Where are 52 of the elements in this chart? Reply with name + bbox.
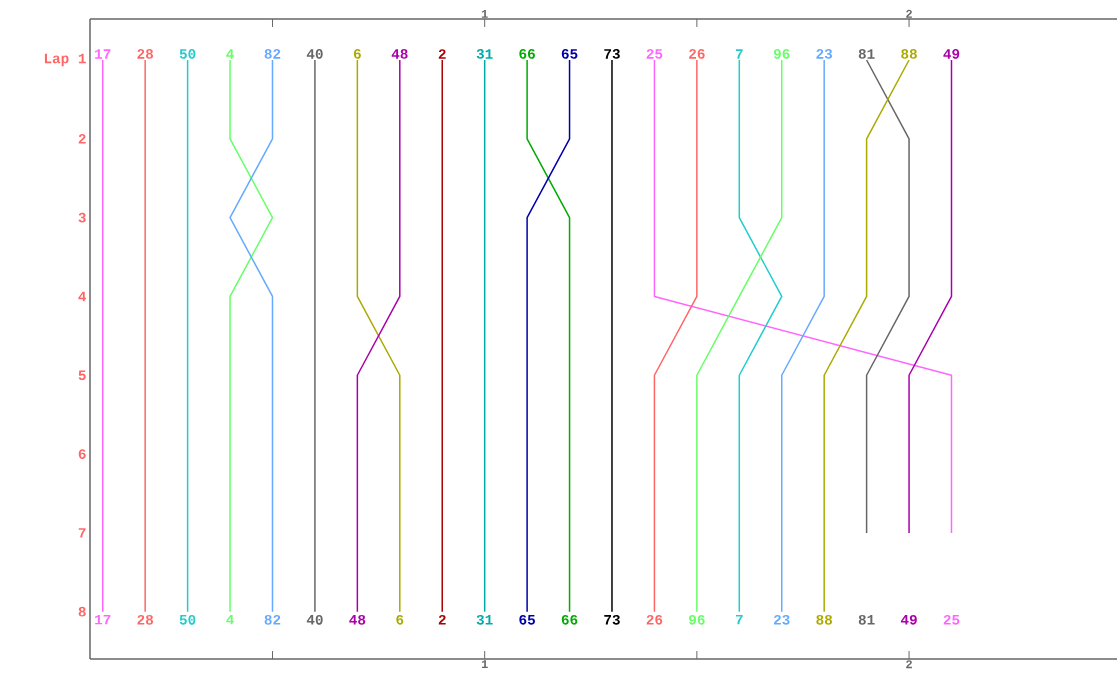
y-tick-label: 7	[78, 528, 86, 538]
series-label: 28	[137, 49, 154, 59]
text: 81	[858, 614, 875, 625]
y-tick-label: 2	[78, 134, 86, 144]
text: 17	[95, 614, 111, 625]
series-label: 49	[943, 49, 960, 59]
series-label: 73	[604, 49, 620, 59]
text: 73	[604, 614, 620, 625]
y-tick-label: 6	[78, 449, 86, 459]
y-tick-label: 3	[78, 212, 86, 223]
text: 50	[179, 614, 196, 625]
x2-tick-label: 2	[906, 660, 912, 669]
series-label: 31	[476, 49, 493, 59]
series-label: 23	[816, 49, 833, 59]
series-label: 7	[735, 49, 743, 59]
text: 23	[773, 614, 790, 625]
text: 96	[689, 614, 705, 625]
series-label: 81	[858, 49, 875, 59]
text: 49	[900, 614, 917, 625]
series-label: 25	[646, 49, 663, 59]
text: 82	[264, 614, 281, 625]
text: 26	[646, 614, 663, 625]
text: 88	[816, 614, 833, 625]
y-tick-label: Lap 1	[44, 53, 86, 67]
text: 28	[137, 614, 154, 625]
series-label: 17	[95, 49, 111, 59]
series-label: 48	[391, 49, 408, 59]
series-label: 2	[438, 49, 446, 59]
text: 7	[735, 614, 743, 625]
series-label: 96	[773, 49, 790, 59]
series-label: 82	[264, 49, 281, 59]
x2-tick-label: 1	[481, 660, 488, 669]
series-label: 50	[179, 49, 196, 59]
text: 48	[349, 614, 366, 625]
series-label: 65	[561, 49, 578, 59]
series-label: 66	[519, 49, 535, 59]
series-label: 4	[226, 49, 234, 59]
y-tick-label: 8	[78, 606, 86, 617]
text: 2	[438, 614, 446, 625]
text: 66	[561, 614, 578, 625]
series-label: 40	[306, 49, 323, 59]
text: 31	[476, 614, 493, 625]
series-label: 26	[689, 49, 705, 59]
series-label: 6	[353, 49, 361, 59]
text: 6	[396, 614, 404, 625]
text: 25	[943, 614, 960, 625]
y-tick-label: 5	[78, 370, 86, 381]
y-tick-label: 4	[78, 291, 87, 302]
text: 65	[519, 614, 535, 625]
text: 4	[226, 614, 234, 625]
text: 40	[306, 614, 323, 625]
series-label: 88	[901, 49, 917, 59]
